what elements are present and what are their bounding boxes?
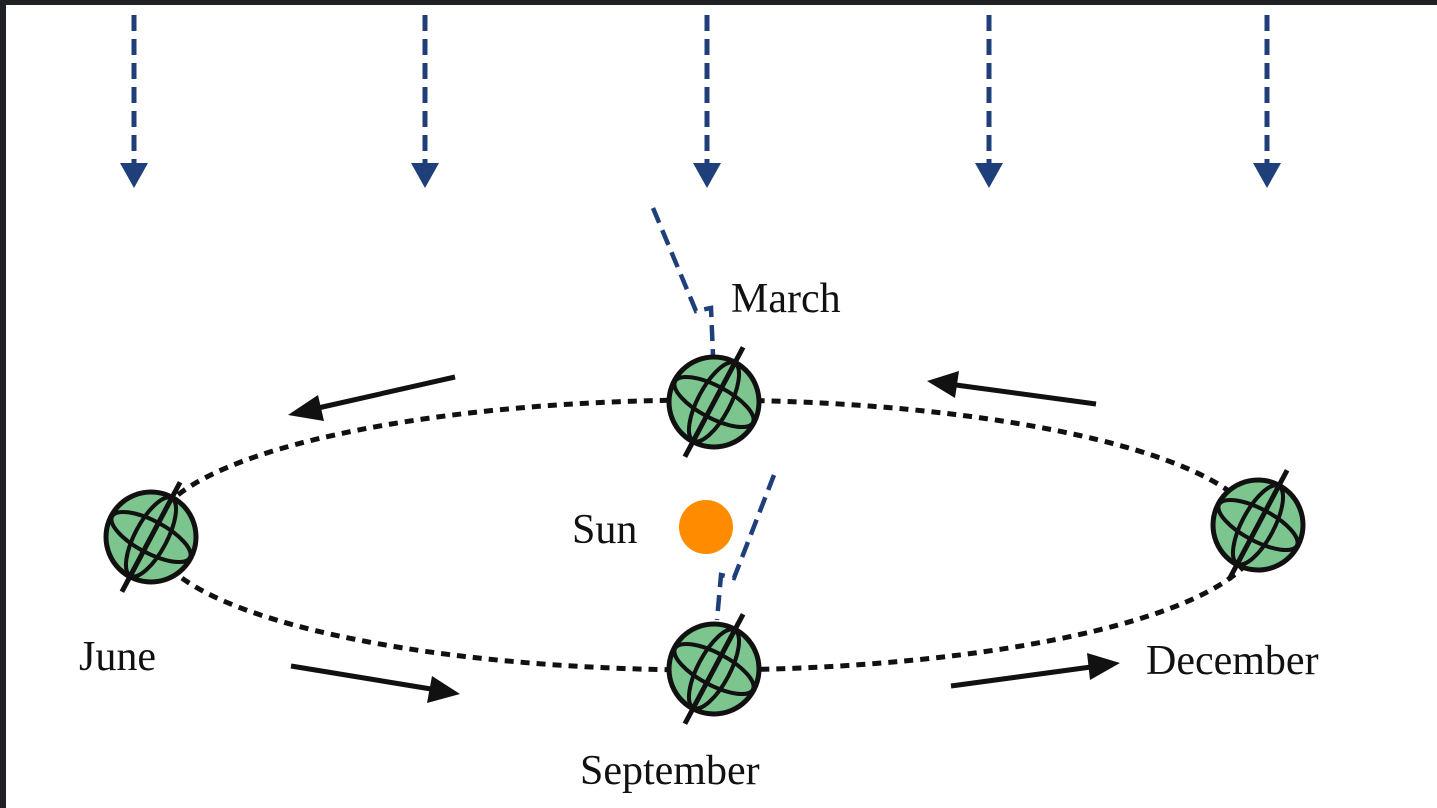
sun-label: Sun <box>572 507 637 553</box>
sunlight-arrow-icon <box>120 15 148 188</box>
sunlight-rays <box>650 207 777 621</box>
sunlight-arrow-icon <box>693 15 721 188</box>
earth-globe-icon <box>1210 469 1306 581</box>
sunlight-arrow-icon <box>411 15 439 188</box>
earth-globe-icon <box>666 346 762 458</box>
arrow-icon <box>927 371 1097 407</box>
september-label: September <box>580 748 760 794</box>
sunlight-arrows <box>120 15 1281 188</box>
sunlight-arrow-icon <box>1253 15 1281 188</box>
june-label: June <box>79 634 156 680</box>
december-label: December <box>1146 638 1319 684</box>
sunlight-arrow-icon <box>975 15 1003 188</box>
arrow-icon <box>290 663 460 703</box>
diagram-canvas: Sun <box>6 5 1437 808</box>
arrow-icon <box>950 653 1120 689</box>
earth-orbit-diagram: Sun <box>79 15 1319 794</box>
earth-globe-icon <box>666 613 762 725</box>
arrow-icon <box>288 374 456 421</box>
march-label: March <box>731 276 841 322</box>
earth-globe-icon <box>103 481 199 593</box>
orbit-direction-arrows <box>288 371 1120 703</box>
sun-icon <box>679 500 733 554</box>
